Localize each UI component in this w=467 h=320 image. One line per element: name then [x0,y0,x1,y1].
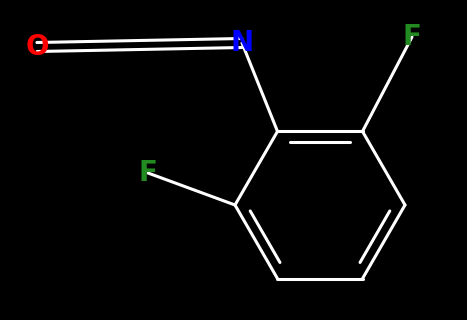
Text: F: F [139,159,157,187]
Text: O: O [25,33,49,61]
Text: N: N [230,29,254,57]
Text: F: F [403,23,421,51]
